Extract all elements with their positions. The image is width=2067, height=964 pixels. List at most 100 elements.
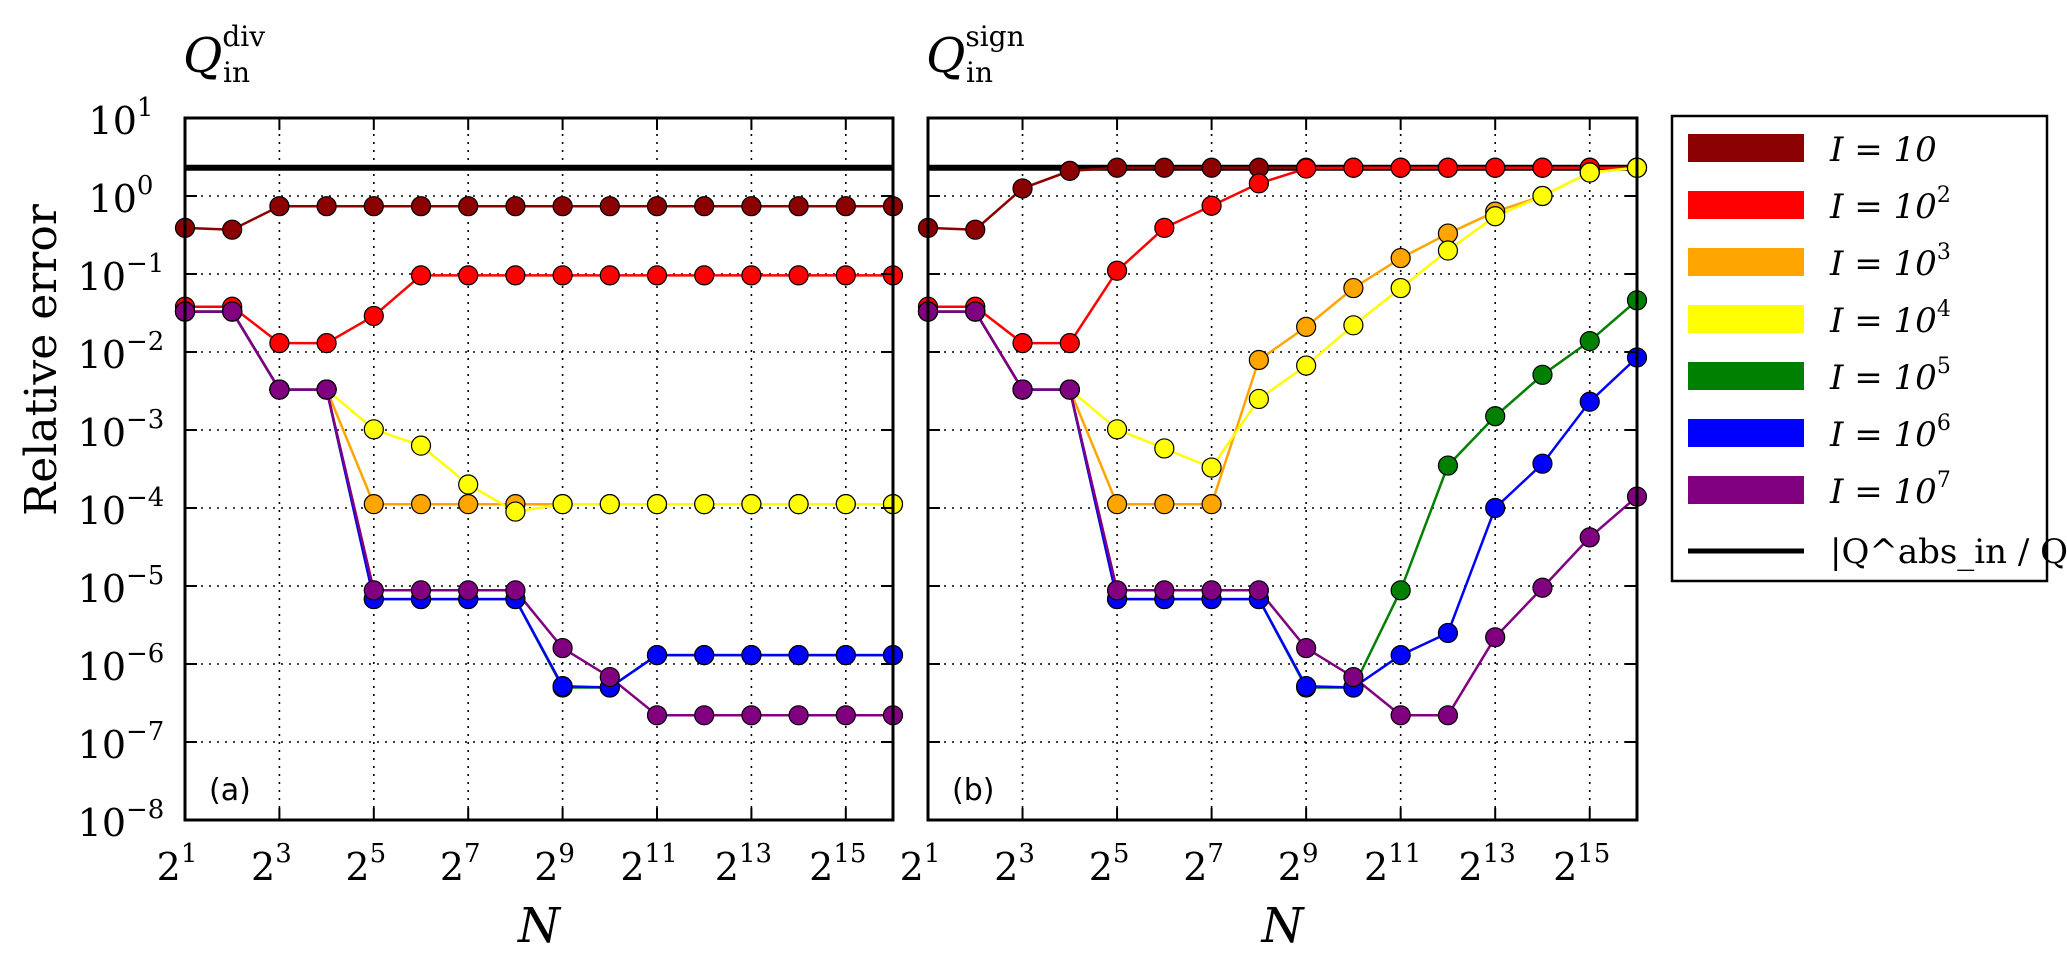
data-point [965,301,986,322]
plot-frame [183,116,895,822]
data-point [458,196,479,217]
data-point [1437,223,1459,244]
data-point [599,666,620,688]
data-point [1201,195,1222,216]
data-point [269,196,290,217]
series-line [185,310,893,689]
x-tick-label: 29 [534,839,575,889]
x-tick-label: 23 [994,839,1035,889]
data-point [788,494,809,515]
data-point [1485,206,1506,227]
y-tick-label: 100 [89,171,154,221]
data-point [1343,277,1364,299]
x-tick-label: 213 [1459,839,1516,889]
data-point [788,265,809,286]
data-point [1579,391,1600,412]
data-point [410,435,432,456]
data-point [316,333,337,354]
data-point [269,379,290,400]
data-point [788,196,809,217]
panel-tag: (a) [209,773,251,808]
data-point [835,265,856,286]
series-line [185,310,893,689]
data-point [363,580,384,601]
data-point [741,705,762,726]
series-line [185,310,893,513]
legend-label: I = 10 [1829,130,1937,170]
data-point [1154,494,1175,515]
data-point [1390,645,1411,666]
data-point [1390,277,1411,299]
data-point [741,645,762,666]
data-point [835,645,856,666]
data-point [646,705,668,726]
data-point [741,494,762,515]
data-point [222,301,243,322]
panel-tag: (b) [952,773,994,808]
data-point [1437,705,1459,726]
data-point [410,580,432,601]
data-point [1579,527,1600,548]
data-point [1532,577,1553,598]
data-point [316,379,337,400]
data-point [1201,580,1222,601]
y-tick-label: 101 [89,93,154,143]
legend-label: I = 105 [1829,354,1951,398]
data-point [1248,349,1269,371]
y-tick-label: 10−7 [78,717,165,767]
data-point [1485,406,1506,427]
data-point [646,265,668,286]
data-point [1343,315,1364,336]
legend-swatch [1688,134,1804,162]
data-point [1296,355,1317,376]
x-tick-label: 213 [715,839,772,889]
data-point [1390,157,1411,178]
data-point [1485,497,1506,519]
data-point [1154,217,1175,238]
data-point [1485,627,1506,648]
data-point [363,419,384,440]
data-point [505,265,526,286]
plot-frame [926,116,1639,822]
legend-swatch [1688,305,1804,333]
data-point [505,580,526,601]
data-point [599,196,620,217]
data-point [363,196,384,217]
data-point [269,333,290,354]
data-point [835,494,856,515]
data-point [1106,157,1128,178]
data-point [1579,330,1600,352]
data-point [741,265,762,286]
x-tick-label: 25 [1089,839,1130,889]
series-line [928,299,1638,689]
x-tick-label: 29 [1278,839,1319,889]
series-line [928,310,1638,717]
data-point [1248,580,1269,601]
data-point [1390,705,1411,726]
x-tick-label: 215 [809,839,866,889]
x-tick-label: 211 [1364,839,1421,889]
data-point [1532,185,1553,207]
data-point [646,196,668,217]
legend-swatch [1688,476,1804,504]
panel-title: Qdiv in [183,20,265,89]
data-point [1296,637,1317,659]
data-point [646,645,668,666]
data-point [1437,455,1459,476]
data-point [1154,438,1175,459]
x-tick-label: 27 [440,839,481,889]
y-tick-label: 10−5 [78,561,165,611]
data-point [1296,158,1317,179]
legend-swatch [1688,362,1804,390]
x-tick-label: 21 [900,839,941,889]
data-point [410,196,432,217]
data-point [1154,157,1175,178]
data-point [1059,160,1080,181]
y-tick-label: 10−1 [78,249,165,299]
data-point [1532,453,1553,474]
data-point [1296,316,1317,337]
x-tick-label: 215 [1553,839,1610,889]
data-point [1532,364,1553,385]
legend-swatch [1688,419,1804,447]
